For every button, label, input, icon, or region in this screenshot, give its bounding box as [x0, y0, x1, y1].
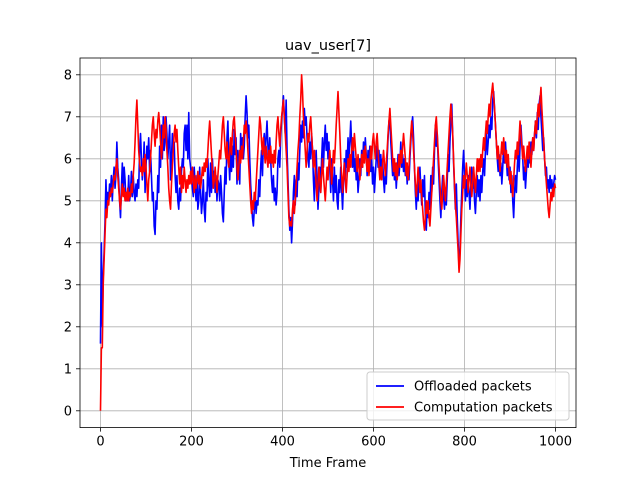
x-tick-label: 200: [179, 435, 204, 450]
y-tick-label: 3: [64, 278, 72, 293]
chart-title: uav_user[7]: [285, 38, 371, 54]
y-axis-ticks: 0 1 2 3 4 5 6 7 8: [64, 68, 80, 419]
y-tick-label: 0: [64, 404, 72, 419]
y-tick-label: 8: [64, 68, 72, 83]
legend-label-offloaded: Offloaded packets: [414, 380, 532, 395]
y-tick-label: 6: [64, 152, 72, 167]
series-line-computation-packets: [99, 74, 557, 411]
x-axis-ticks: 0 200 400 600 800 1000: [96, 427, 572, 450]
y-tick-label: 2: [64, 320, 72, 335]
y-tick-label: 5: [64, 194, 72, 209]
x-tick-label: 0: [96, 435, 104, 450]
x-axis-label: Time Frame: [289, 456, 366, 471]
x-tick-label: 800: [452, 435, 477, 450]
y-tick-label: 7: [64, 110, 72, 125]
x-tick-label: 400: [270, 435, 295, 450]
legend-box: [366, 371, 570, 421]
legend: Offloaded packets Computation packets: [366, 371, 570, 421]
series-line-offloaded-packets: [99, 90, 557, 344]
series-layer: [99, 74, 557, 411]
y-tick-label: 1: [64, 362, 72, 377]
x-tick-label: 600: [361, 435, 386, 450]
grid-lines: [80, 58, 576, 428]
y-tick-label: 4: [64, 236, 72, 251]
legend-label-computation: Computation packets: [414, 401, 553, 416]
x-tick-label: 1000: [539, 435, 572, 450]
